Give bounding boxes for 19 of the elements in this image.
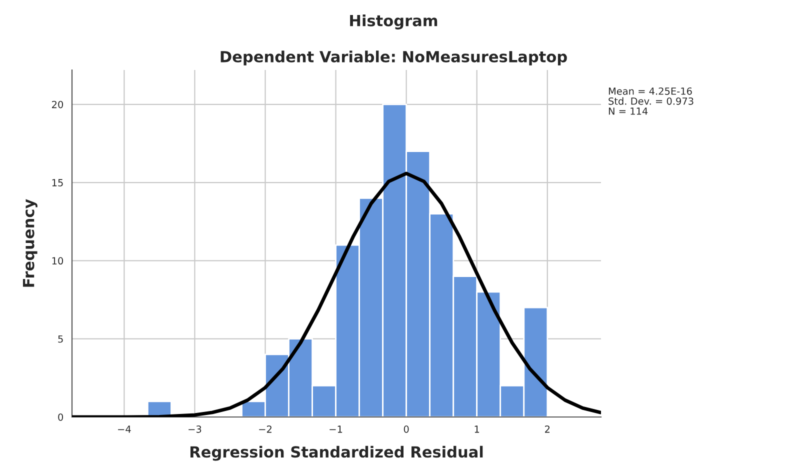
x-tick-label: 2 <box>545 426 550 433</box>
y-tick-label: 15 <box>52 179 63 186</box>
text: Std. Dev. = 0.973 <box>608 97 694 105</box>
x-tick-label: 1 <box>474 426 480 433</box>
x-tick-label: −4 <box>118 426 131 433</box>
y-axis-title: Frequency <box>22 199 38 287</box>
y-tick-label: 10 <box>52 257 64 265</box>
x-tick-label: −1 <box>330 426 342 433</box>
chart-title: Histogram <box>350 14 438 30</box>
text: N = 114 <box>608 108 648 115</box>
chart-subtitle: Dependent Variable: NoMeasuresLaptop <box>220 50 567 66</box>
text: Mean = 4.25E-16 <box>608 87 692 95</box>
y-tick-label: 0 <box>58 413 64 421</box>
y-tick-label: 5 <box>58 335 63 343</box>
x-tick-label: −3 <box>188 426 202 433</box>
y-tick-label: 20 <box>52 100 64 108</box>
x-tick-label: −2 <box>259 426 272 433</box>
x-axis-title: Regression Standardized Residual <box>190 446 483 461</box>
x-tick-label: 0 <box>404 426 409 433</box>
